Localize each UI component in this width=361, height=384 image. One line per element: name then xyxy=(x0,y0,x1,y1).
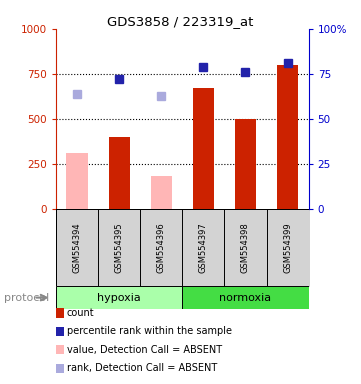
Text: protocol: protocol xyxy=(4,293,49,303)
Text: count: count xyxy=(67,308,95,318)
Text: GSM554396: GSM554396 xyxy=(157,222,166,273)
Bar xyxy=(109,137,130,209)
Text: value, Detection Call = ABSENT: value, Detection Call = ABSENT xyxy=(67,345,222,355)
Text: normoxia: normoxia xyxy=(219,293,271,303)
Bar xyxy=(66,153,87,209)
Text: GSM554398: GSM554398 xyxy=(241,222,250,273)
Text: GDS3858 / 223319_at: GDS3858 / 223319_at xyxy=(107,15,254,28)
Text: percentile rank within the sample: percentile rank within the sample xyxy=(67,326,232,336)
Text: GSM554397: GSM554397 xyxy=(199,222,208,273)
Text: GSM554395: GSM554395 xyxy=(115,222,123,273)
Bar xyxy=(277,65,298,209)
Text: rank, Detection Call = ABSENT: rank, Detection Call = ABSENT xyxy=(67,363,217,373)
Bar xyxy=(56,286,182,309)
Bar xyxy=(193,88,214,209)
Bar xyxy=(235,119,256,209)
Bar xyxy=(182,286,309,309)
Text: GSM554394: GSM554394 xyxy=(73,222,82,273)
Text: hypoxia: hypoxia xyxy=(97,293,141,303)
Bar xyxy=(151,176,172,209)
Text: GSM554399: GSM554399 xyxy=(283,222,292,273)
